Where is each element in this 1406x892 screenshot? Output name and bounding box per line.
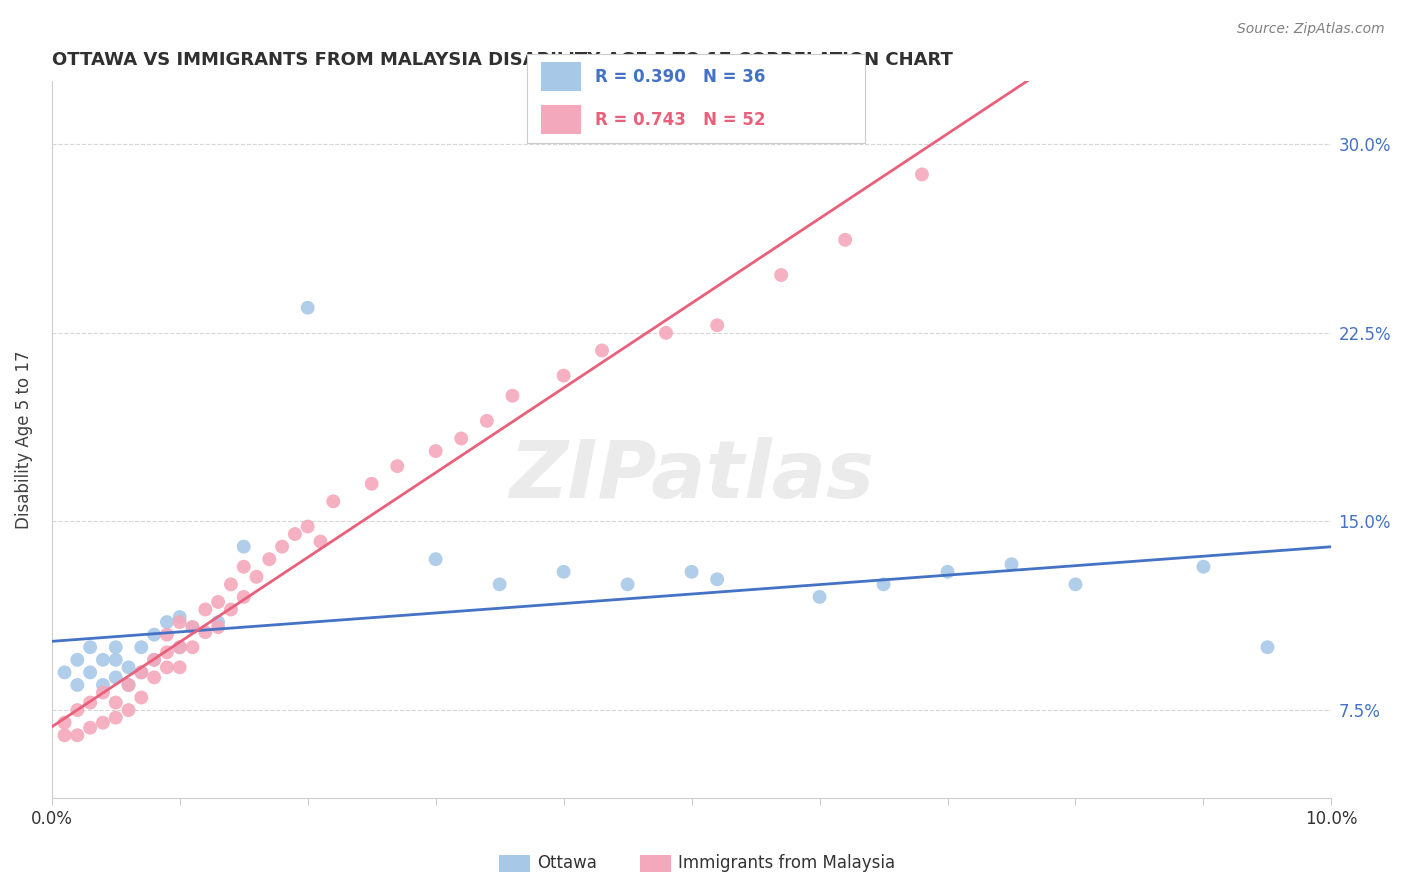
Point — [53, 728, 76, 742]
Point — [169, 640, 191, 655]
Point — [259, 552, 281, 566]
Point — [79, 696, 101, 710]
Point — [117, 678, 139, 692]
Point — [91, 715, 114, 730]
Point — [143, 653, 166, 667]
Point — [232, 540, 254, 554]
Point — [232, 590, 254, 604]
Y-axis label: Disability Age 5 to 17: Disability Age 5 to 17 — [15, 351, 32, 529]
Point — [681, 565, 703, 579]
Bar — [541, 105, 581, 134]
Point — [169, 615, 191, 629]
Point — [131, 640, 153, 655]
Point — [91, 678, 114, 692]
Point — [1000, 558, 1022, 572]
Point — [117, 678, 139, 692]
Point — [219, 577, 242, 591]
Point — [91, 685, 114, 699]
Point — [194, 602, 217, 616]
Point — [79, 721, 101, 735]
Point — [808, 590, 831, 604]
Point — [169, 610, 191, 624]
Point — [936, 565, 959, 579]
Point — [309, 534, 332, 549]
Point — [53, 715, 76, 730]
Point — [284, 527, 307, 541]
Point — [104, 640, 127, 655]
Point — [207, 620, 229, 634]
Point — [53, 665, 76, 680]
Point — [872, 577, 894, 591]
Text: OTTAWA VS IMMIGRANTS FROM MALAYSIA DISABILITY AGE 5 TO 17 CORRELATION CHART: OTTAWA VS IMMIGRANTS FROM MALAYSIA DISAB… — [52, 51, 953, 69]
Point — [488, 577, 510, 591]
Point — [66, 653, 89, 667]
Point — [655, 326, 678, 340]
Text: R = 0.743   N = 52: R = 0.743 N = 52 — [595, 111, 765, 128]
Text: ZIPatlas: ZIPatlas — [509, 436, 875, 515]
Point — [194, 625, 217, 640]
Point — [553, 368, 575, 383]
Point — [181, 620, 204, 634]
Point — [219, 602, 242, 616]
Point — [104, 696, 127, 710]
Point — [425, 444, 447, 458]
Point — [450, 432, 472, 446]
Point — [66, 678, 89, 692]
Point — [181, 640, 204, 655]
Text: Ottawa: Ottawa — [537, 855, 598, 872]
Point — [117, 703, 139, 717]
Point — [169, 640, 191, 655]
Point — [66, 703, 89, 717]
Point — [706, 572, 728, 586]
Point — [360, 476, 382, 491]
Point — [271, 540, 294, 554]
Point — [475, 414, 498, 428]
Bar — [541, 62, 581, 91]
Point — [387, 459, 409, 474]
Point — [1192, 559, 1215, 574]
Point — [156, 615, 179, 629]
Point — [616, 577, 638, 591]
Text: Source: ZipAtlas.com: Source: ZipAtlas.com — [1237, 22, 1385, 37]
Point — [207, 615, 229, 629]
Point — [322, 494, 344, 508]
Point — [104, 670, 127, 684]
Point — [91, 653, 114, 667]
Point — [143, 670, 166, 684]
Point — [79, 640, 101, 655]
Point — [245, 570, 267, 584]
Text: Immigrants from Malaysia: Immigrants from Malaysia — [678, 855, 894, 872]
Point — [297, 301, 319, 315]
Point — [232, 559, 254, 574]
Point — [79, 665, 101, 680]
Point — [834, 233, 856, 247]
Point — [117, 660, 139, 674]
Point — [156, 627, 179, 641]
Point — [1256, 640, 1278, 655]
Point — [131, 665, 153, 680]
Point — [591, 343, 613, 358]
Point — [911, 168, 934, 182]
Point — [143, 627, 166, 641]
Point — [131, 690, 153, 705]
Point — [131, 665, 153, 680]
Point — [143, 653, 166, 667]
Point — [706, 318, 728, 333]
Point — [66, 728, 89, 742]
Point — [156, 660, 179, 674]
Point — [181, 620, 204, 634]
Point — [104, 711, 127, 725]
Point — [425, 552, 447, 566]
Point — [297, 519, 319, 533]
Point — [169, 660, 191, 674]
Point — [501, 389, 523, 403]
Point — [770, 268, 793, 282]
Point — [1064, 577, 1087, 591]
Point — [553, 565, 575, 579]
Point — [207, 595, 229, 609]
Point — [104, 653, 127, 667]
Point — [156, 645, 179, 659]
Text: R = 0.390   N = 36: R = 0.390 N = 36 — [595, 68, 765, 86]
